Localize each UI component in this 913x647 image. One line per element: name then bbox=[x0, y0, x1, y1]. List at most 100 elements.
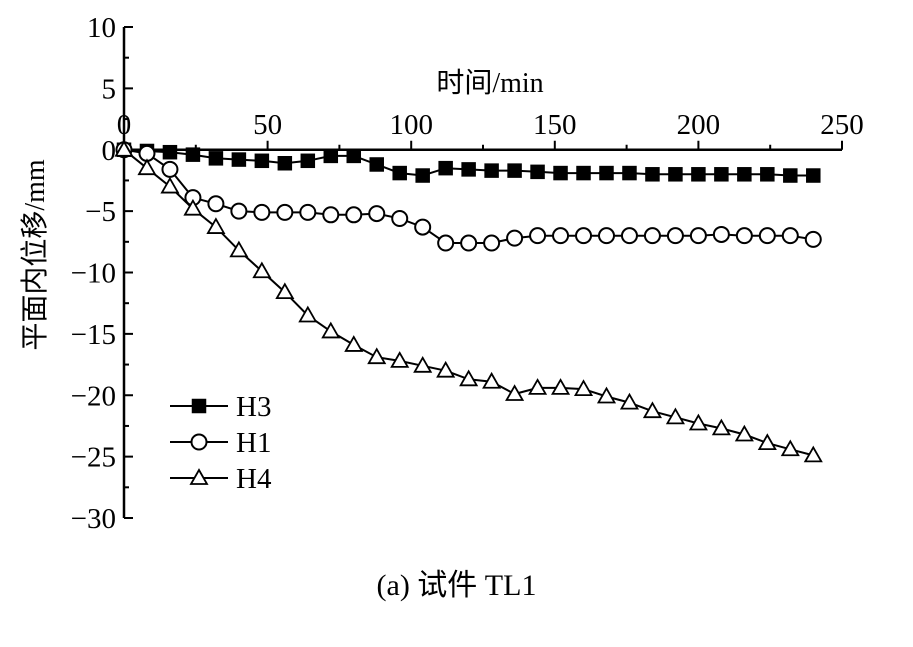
legend: H3 H1 H4 bbox=[170, 391, 272, 495]
data-point-h1 bbox=[758, 227, 776, 245]
data-point-h1 bbox=[712, 225, 730, 243]
data-point-h3 bbox=[300, 153, 316, 169]
data-point-h3 bbox=[254, 153, 270, 169]
data-point-h3 bbox=[162, 144, 178, 160]
data-point-h3 bbox=[507, 163, 522, 178]
data-point-h3 bbox=[185, 147, 201, 162]
data-point-h1 bbox=[276, 203, 294, 221]
x-tick-label: 200 bbox=[677, 109, 721, 141]
data-point-h3 bbox=[346, 148, 362, 164]
data-point-h1 bbox=[781, 227, 799, 245]
data-point-h1 bbox=[322, 206, 340, 224]
data-point-h4 bbox=[780, 439, 800, 457]
y-tick-label: −30 bbox=[71, 503, 116, 535]
y-axis-label: 平面内位移/mm bbox=[19, 159, 51, 351]
legend-item-h4: H4 bbox=[170, 463, 272, 495]
data-point-h3 bbox=[530, 164, 545, 180]
data-point-h1 bbox=[437, 234, 455, 252]
data-point-h1 bbox=[575, 227, 593, 245]
data-point-h1 bbox=[529, 227, 547, 245]
data-point-h4 bbox=[367, 347, 387, 365]
series-group bbox=[114, 139, 823, 463]
data-point-h4 bbox=[803, 445, 823, 463]
data-point-h3 bbox=[622, 165, 637, 181]
data-point-h4 bbox=[344, 335, 364, 352]
legend-item-h1: H1 bbox=[170, 427, 271, 459]
legend-marker bbox=[189, 468, 209, 485]
data-point-h4 bbox=[206, 217, 226, 234]
y-tick-label: 5 bbox=[102, 73, 117, 105]
data-point-h4 bbox=[275, 282, 295, 300]
legend-label: H1 bbox=[236, 427, 271, 459]
series-h3 bbox=[116, 142, 821, 183]
data-point-h1 bbox=[689, 227, 707, 245]
data-point-h3 bbox=[208, 151, 224, 166]
y-tick-label: −10 bbox=[71, 258, 116, 290]
data-point-h1 bbox=[597, 227, 615, 245]
data-point-h3 bbox=[806, 168, 821, 183]
data-point-h3 bbox=[553, 165, 568, 181]
data-point-h1 bbox=[391, 209, 409, 227]
data-point-h1 bbox=[483, 234, 501, 252]
data-point-h3 bbox=[737, 167, 752, 182]
data-point-h1 bbox=[345, 206, 363, 224]
y-tick-label: 10 bbox=[87, 12, 116, 44]
data-point-h1 bbox=[230, 202, 248, 220]
data-point-h1 bbox=[368, 205, 386, 223]
data-point-h3 bbox=[599, 165, 614, 181]
data-point-h4 bbox=[137, 158, 157, 176]
data-point-h3 bbox=[369, 157, 384, 172]
y-tick-label: 0 bbox=[102, 135, 117, 167]
series-line-h4 bbox=[123, 149, 814, 457]
data-point-h4 bbox=[688, 413, 708, 431]
data-point-h1 bbox=[666, 227, 684, 245]
data-point-h4 bbox=[596, 386, 617, 404]
series-h4 bbox=[114, 139, 823, 463]
legend-marker bbox=[191, 398, 207, 414]
data-point-h4 bbox=[114, 139, 134, 157]
x-tick-label: 250 bbox=[820, 109, 864, 141]
y-tick-label: −20 bbox=[71, 380, 116, 412]
data-point-h1 bbox=[207, 195, 225, 213]
data-point-h4 bbox=[619, 392, 640, 410]
x-axis-label: 时间/min bbox=[436, 67, 543, 99]
y-tick-label: −15 bbox=[71, 319, 116, 351]
data-point-h4 bbox=[183, 198, 203, 216]
data-point-h4 bbox=[482, 371, 502, 389]
data-point-h4 bbox=[665, 407, 685, 425]
x-tick-label: 50 bbox=[253, 109, 282, 141]
y-tick-label: −5 bbox=[85, 196, 116, 228]
data-point-h4 bbox=[711, 418, 731, 436]
data-point-h1 bbox=[643, 227, 661, 245]
data-point-h3 bbox=[461, 162, 476, 177]
data-point-h1 bbox=[299, 203, 317, 221]
data-point-h3 bbox=[760, 167, 775, 182]
x-tick-label: 100 bbox=[389, 109, 433, 141]
data-point-h3 bbox=[415, 168, 430, 183]
data-point-h4 bbox=[734, 424, 754, 442]
data-point-h4 bbox=[252, 261, 272, 279]
data-point-h3 bbox=[392, 165, 407, 181]
x-tick-label: 150 bbox=[533, 109, 577, 141]
data-point-h3 bbox=[668, 167, 683, 182]
data-point-h3 bbox=[323, 148, 339, 164]
data-point-h1 bbox=[253, 203, 271, 221]
data-point-h3 bbox=[645, 167, 660, 182]
data-point-h3 bbox=[576, 165, 591, 181]
data-point-h1 bbox=[735, 227, 753, 245]
data-point-h4 bbox=[298, 305, 318, 323]
data-point-h4 bbox=[436, 360, 456, 378]
data-point-h1 bbox=[804, 230, 822, 248]
data-point-h3 bbox=[277, 156, 293, 171]
data-point-h4 bbox=[550, 378, 571, 395]
y-tick-label: −25 bbox=[71, 442, 116, 474]
data-point-h4 bbox=[229, 240, 249, 258]
legend-marker bbox=[190, 433, 208, 451]
legend-label: H3 bbox=[236, 391, 271, 423]
data-point-h3 bbox=[484, 163, 499, 178]
data-point-h1 bbox=[552, 227, 570, 245]
legend-item-h3: H3 bbox=[170, 391, 271, 423]
data-point-h3 bbox=[438, 160, 453, 176]
data-point-h4 bbox=[413, 355, 433, 373]
